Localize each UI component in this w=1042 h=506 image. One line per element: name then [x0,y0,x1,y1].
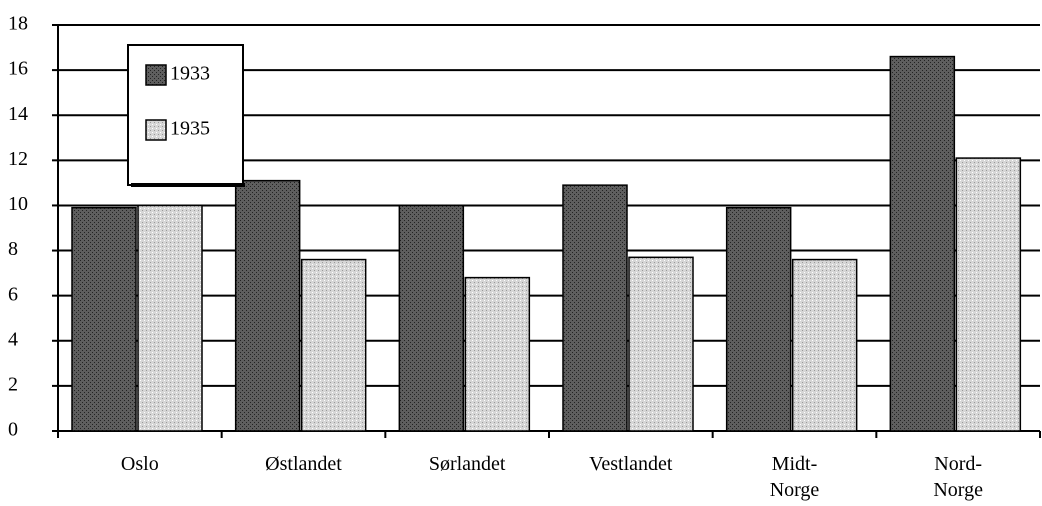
bar [71,206,137,432]
bar [725,206,792,432]
x-tick-label: Midt-Norge [770,453,820,501]
bar [889,55,956,432]
y-tick-label: 2 [8,373,18,395]
legend-swatch [145,64,167,86]
bar [791,258,858,432]
x-tick-label: Sørlandet [429,453,506,475]
y-tick-label: 6 [8,283,18,305]
y-tick-label: 10 [8,193,28,215]
bar [628,256,694,432]
x-tick-label: Nord-Norge [933,453,983,501]
bar [234,179,301,432]
y-tick-label: 16 [8,58,28,80]
y-tick-label: 4 [8,328,18,350]
legend-label: 1933 [170,63,210,85]
y-tick-label: 12 [8,148,28,170]
y-tick-label: 0 [8,419,18,441]
x-tick-label: Østlandet [265,453,342,475]
bar [955,157,1022,432]
legend-shadow [131,183,245,187]
bar [137,204,203,432]
x-tick-label: Vestlandet [589,453,673,475]
bar [300,258,367,432]
bar [398,204,465,432]
x-tick-label: Oslo [121,453,159,475]
bar [562,184,628,432]
y-tick-label: 18 [8,13,28,35]
y-tick-label: 8 [8,238,18,260]
legend-label: 1935 [170,118,210,140]
legend-swatch [145,119,167,141]
legend: 1933 1935 [127,44,245,187]
y-tick-label: 14 [8,103,28,125]
bar [464,276,531,432]
